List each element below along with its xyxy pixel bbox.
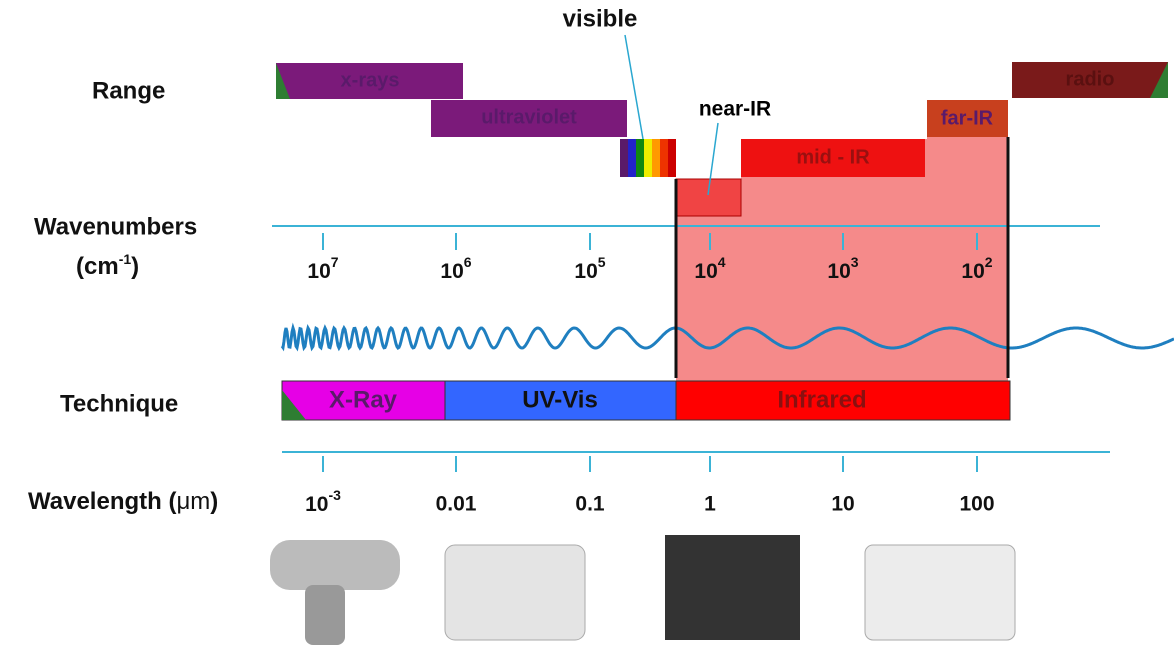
technique-label: UV-Vis (522, 386, 598, 413)
exponent: 6 (464, 254, 472, 270)
range-label: x-rays (341, 69, 400, 91)
row-label: Wavelength (μm) (28, 488, 218, 515)
base: 10 (827, 260, 850, 283)
base: 10 (574, 260, 597, 283)
wavenumber-tick: 105 (574, 254, 605, 283)
range-label: mid - IR (796, 146, 870, 168)
pointer (625, 35, 643, 139)
spectrum-diagram: Range Wavenumbers (cm-1) Technique Wavel… (0, 0, 1174, 651)
exponent: 3 (851, 254, 859, 270)
row-label: Range (92, 77, 165, 104)
base: 10 (305, 493, 328, 516)
range-label: far-IR (941, 107, 994, 129)
wavenumber-tick: 107 (307, 254, 338, 283)
exponent: 7 (331, 254, 339, 270)
annotation: visible (563, 5, 638, 32)
annotation: near-IR (699, 98, 771, 121)
wavenumber-tick: 106 (440, 254, 471, 283)
exponent: 4 (718, 254, 726, 270)
base: 10 (961, 260, 984, 283)
wavelength-tick: 10 (831, 493, 854, 516)
wavelength-tick: 1 (704, 493, 716, 516)
row-label: Wavenumbers (34, 213, 197, 240)
technique-label: Infrared (777, 386, 866, 413)
row-label: Technique (60, 390, 178, 417)
base: 10 (307, 260, 330, 283)
near-ir-box (676, 179, 741, 216)
visible-strip (620, 139, 676, 177)
range-label: ultraviolet (481, 106, 577, 128)
exponent: -3 (328, 487, 341, 503)
base: 10 (440, 260, 463, 283)
wavelength-tick: 0.1 (575, 493, 605, 516)
exponent: 2 (985, 254, 993, 270)
wavelength-tick: 10-3 (305, 487, 341, 516)
range-label: radio (1066, 68, 1115, 90)
instrument-images (270, 535, 1015, 645)
technique-label: X-Ray (329, 386, 398, 413)
wavelength-tick: 100 (959, 493, 994, 516)
exponent: 5 (598, 254, 606, 270)
row-label: (cm-1) (76, 251, 139, 281)
wavelength-tick: 0.01 (436, 493, 477, 516)
base: 10 (694, 260, 717, 283)
